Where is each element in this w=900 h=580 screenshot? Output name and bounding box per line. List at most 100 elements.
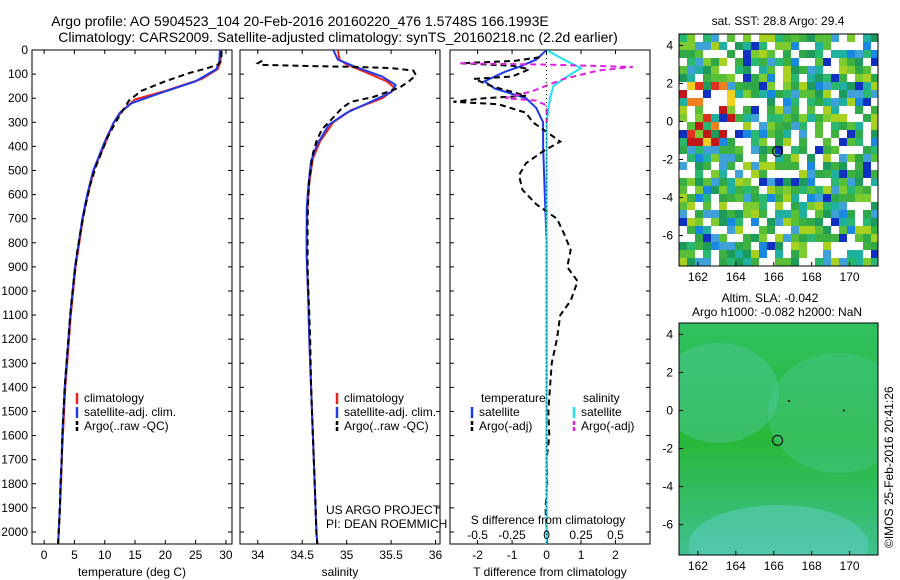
series-group (57, 50, 223, 544)
legend-label: Argo(..raw -QC) (344, 419, 429, 433)
x-tick-label: 2 (612, 548, 619, 562)
series-line-sat (305, 50, 397, 544)
series-line-magenta (460, 62, 633, 123)
x-tick-label: 15 (128, 548, 142, 562)
x-tick-label: -2 (472, 548, 483, 562)
map-frame (678, 322, 879, 556)
x-tick-label: 30 (219, 548, 233, 562)
depth-tick-label: 1600 (1, 429, 28, 443)
depth-tick-label: 1800 (1, 477, 28, 491)
x-tick-label: 20 (159, 548, 173, 562)
map-y-tick-label: -6 (662, 229, 673, 243)
map-y-tick-label: 2 (666, 365, 673, 379)
map-y-tick-label: 0 (666, 114, 673, 128)
x-tick-label: 35 (340, 548, 354, 562)
depth-tick-label: 1000 (1, 284, 28, 298)
depth-tick-label: 2000 (1, 525, 28, 539)
legend-label: climatology (84, 391, 144, 405)
map-y-tick-label: 0 (666, 403, 673, 417)
imos-credit: ©IMOS 25-Feb-2016 20:41:26 (882, 386, 896, 548)
s-axis-label: S difference from climatology (471, 513, 626, 527)
map-x-tick-label: 162 (688, 559, 708, 573)
pi-annotation-line1: US ARGO PROJECT (326, 503, 441, 517)
temperature-panel: 0100200300400500600700800900100011001200… (1, 43, 233, 579)
difference-panel: -2 -1 0 1 2 T difference from climatology -0.5… (449, 49, 651, 579)
depth-tick-label: 400 (8, 139, 28, 153)
map-x-tick-label: 166 (764, 270, 784, 284)
depth-tick-label: 300 (8, 115, 28, 129)
map-y-tick-label: -6 (662, 518, 673, 532)
map-y-tick-label: 4 (666, 327, 673, 341)
map-x-tick-label: 164 (726, 559, 746, 573)
pi-annotation-line2: PI: DEAN ROEMMICH (326, 517, 447, 531)
x-tick-label: 5 (71, 548, 78, 562)
plot-frame (449, 49, 651, 545)
map-y-tick-label: 2 (666, 76, 673, 90)
map-y-tick-label: -4 (662, 191, 673, 205)
x-tick-label: 0 (41, 548, 48, 562)
header-line1: Argo profile: AO 5904523_104 20-Feb-2016… (51, 13, 548, 29)
x-axis-label: temperature (deg C) (78, 565, 186, 579)
x-tick-label: 10 (98, 548, 112, 562)
sst-map-title: sat. SST: 28.8 Argo: 29.4 (712, 14, 845, 28)
sla-map-panel: 162 164 166 168 170 4 2 0 -2 -4 -6 Altim. SLA: -0.0… (662, 291, 879, 573)
map-x-tick-label: 170 (840, 559, 860, 573)
depth-tick-label: 600 (8, 188, 28, 202)
x-axis-label: T difference from climatology (473, 565, 627, 579)
map-x-tick-label: 170 (840, 270, 860, 284)
x-tick-label: 35.5 (379, 548, 403, 562)
x-tick-label: -1 (507, 548, 518, 562)
s-tick-label: 0 (543, 528, 550, 542)
x-tick-label: 0 (543, 548, 550, 562)
x-axis-label: salinity (322, 565, 359, 579)
depth-tick-label: 1400 (1, 380, 28, 394)
depth-tick-label: 1500 (1, 404, 28, 418)
map-x-tick-label: 166 (764, 559, 784, 573)
map-x-tick-label: 168 (802, 270, 822, 284)
series-line-sat (57, 50, 221, 544)
legend-label: satellite (581, 405, 622, 419)
x-tick-label: 34 (251, 548, 265, 562)
depth-tick-label: 500 (8, 163, 28, 177)
depth-tick-label: 1100 (2, 308, 28, 322)
map-y-tick-label: -4 (662, 480, 673, 494)
series-line-argo (255, 59, 418, 544)
plot-frame (31, 49, 233, 545)
sla-map-title: Altim. SLA: -0.042 (722, 291, 819, 305)
map-y-tick-label: -2 (662, 153, 673, 167)
legend-label: satellite-adj. clim. (84, 405, 176, 419)
x-tick-label: 1 (578, 548, 585, 562)
depth-tick-label: 1700 (1, 453, 28, 467)
series-line-sat (482, 50, 548, 544)
series-line-argo (57, 51, 223, 544)
depth-tick-label: 200 (8, 91, 28, 105)
s-tick-label: -0.25 (498, 528, 526, 542)
depth-tick-label: 800 (8, 236, 28, 250)
argo-position-marker (772, 145, 784, 157)
depth-tick-label: 700 (8, 212, 28, 226)
legend-header-temperature: temperature (481, 391, 546, 405)
series-group (255, 50, 418, 544)
map-x-tick-label: 162 (688, 270, 708, 284)
series-line-clim (57, 50, 223, 544)
x-tick-label: 36 (429, 548, 443, 562)
x-tick-label: 25 (189, 548, 203, 562)
s-tick-label: -0.5 (467, 528, 488, 542)
x-tick-label: 34.5 (291, 548, 315, 562)
series-line-argo (453, 56, 579, 544)
legend-label: climatology (344, 391, 404, 405)
legend-label: Argo(-adj) (581, 419, 634, 433)
depth-tick-label: 900 (8, 260, 28, 274)
map-x-tick-label: 164 (726, 270, 746, 284)
depth-tick-label: 1900 (1, 501, 28, 515)
sla-map-subtitle: Argo h1000: -0.082 h2000: NaN (692, 305, 862, 319)
plot-frame (239, 49, 441, 545)
series-group (453, 50, 633, 544)
map-x-tick-label: 168 (802, 559, 822, 573)
depth-tick-label: 100 (8, 67, 28, 81)
series-line-cyan (545, 50, 584, 544)
argo-position-marker (772, 434, 784, 446)
map-y-tick-label: 4 (666, 38, 673, 52)
series-line-clim (305, 50, 398, 544)
